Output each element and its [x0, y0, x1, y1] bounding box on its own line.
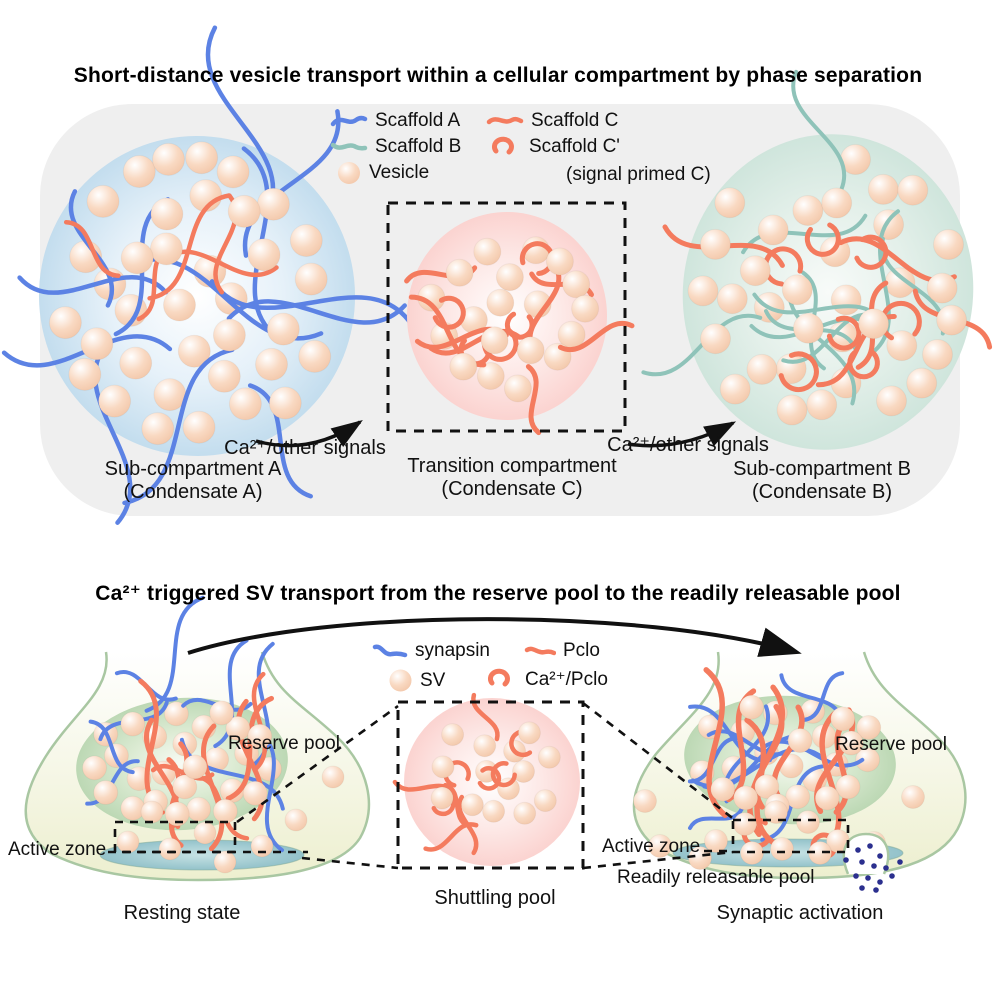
synapsin-icon	[372, 644, 408, 658]
compartment-b-sublabel: (Condensate B)	[751, 481, 893, 503]
legend-scaffold-c-prime: Scaffold C'	[486, 134, 620, 160]
neurotransmitter-dot	[877, 853, 883, 859]
resting-state-label: Resting state	[123, 902, 241, 924]
readily-releasable-pool-label: Readily releasable pool	[617, 867, 815, 888]
legend-scaffold-b-label: Scaffold B	[375, 136, 462, 157]
neurotransmitter-dot	[897, 859, 903, 865]
scaffold-b-icon	[330, 142, 368, 151]
signal-label-left: Ca²⁺/other signals	[224, 437, 386, 459]
shuttling-box	[396, 700, 585, 870]
neurotransmitter-dot	[867, 843, 873, 849]
compartment-a-sublabel: (Condensate A)	[123, 481, 263, 503]
compartment-c-label: Transition compartment	[407, 455, 617, 477]
rrp-box	[731, 818, 850, 854]
synaptic-activation-label: Synaptic activation	[716, 902, 884, 924]
legend-vesicle-label: Vesicle	[369, 162, 430, 183]
legend-scaffold-c-prime-label: Scaffold C'	[529, 136, 620, 157]
legend-pclo: Pclo	[524, 640, 600, 662]
transition-compartment	[404, 212, 635, 436]
legend-synapsin-label: synapsin	[415, 640, 490, 661]
compartment-a-label: Sub-compartment A	[104, 458, 282, 480]
legend-scaffold-a-label: Scaffold A	[375, 110, 461, 131]
reserve-pool-left-label: Reserve pool	[228, 733, 340, 754]
signal-arrow-right	[627, 421, 737, 448]
panel2-title: Ca²⁺ triggered SV transport from the res…	[95, 582, 901, 605]
transition-box	[386, 201, 627, 433]
legend-ca-pclo-label: Ca²⁺/Pclo	[525, 668, 608, 690]
signal-arrow-left	[255, 420, 363, 448]
active-zone-left-label: Active zone	[8, 839, 107, 860]
neurotransmitter-dot	[883, 865, 889, 871]
condensate-b	[641, 69, 993, 450]
compartment-b-label: Sub-compartment B	[733, 458, 911, 480]
legend-scaffold-c-prime-note: (signal primed C)	[566, 164, 711, 185]
legend-scaffold-c-label: Scaffold C	[531, 110, 619, 131]
dashed-links	[108, 201, 850, 870]
scaffold-c-prime-icon	[491, 136, 514, 155]
transport-arrow	[187, 617, 802, 657]
legend-vesicle: Vesicle	[336, 160, 429, 186]
neurotransmitter-dot	[865, 875, 871, 881]
legend-ca-pclo: Ca²⁺/Pclo	[482, 666, 608, 692]
shuttling-pool	[392, 692, 580, 866]
pclo-icon	[524, 646, 556, 656]
legend-pclo-label: Pclo	[563, 640, 600, 661]
legend-scaffold-b: Scaffold B	[330, 136, 461, 158]
condensate-a	[1, 25, 414, 525]
signal-label-right: Ca²⁺/other signals	[607, 434, 769, 456]
neurotransmitter-dot	[877, 879, 883, 885]
neurotransmitter-dot	[873, 887, 879, 893]
panel1-title: Short-distance vesicle transport within …	[73, 64, 923, 87]
synapse-resting	[24, 595, 371, 882]
arrows	[187, 420, 802, 657]
legend-sv: SV	[388, 668, 445, 693]
legend-sv-label: SV	[420, 669, 446, 691]
neurotransmitter-dot	[889, 873, 895, 879]
legend-scaffold-c: Scaffold C	[486, 110, 618, 132]
scaffold-c-icon	[486, 116, 524, 125]
neurotransmitter-dot	[855, 847, 861, 853]
neurotransmitter-dot	[859, 859, 865, 865]
scaffold-a-icon	[330, 115, 368, 127]
neurotransmitter-dot	[853, 873, 859, 879]
active-zone-right-label: Active zone	[602, 836, 701, 857]
neurotransmitter-dot	[859, 885, 865, 891]
shuttling-pool-label: Shuttling pool	[434, 887, 556, 909]
sv-icon	[389, 669, 412, 692]
legend-synapsin: synapsin	[372, 640, 490, 662]
neurotransmitter-dot	[843, 857, 849, 863]
vesicle-icon	[338, 162, 360, 184]
synapse-activated	[632, 651, 967, 893]
compartment-c-sublabel: (Condensate C)	[441, 478, 583, 500]
reserve-pool-right-label: Reserve pool	[835, 734, 947, 755]
neurotransmitter-dot	[871, 863, 877, 869]
legend-scaffold-a: Scaffold A	[330, 110, 460, 132]
ca-pclo-icon	[487, 668, 510, 687]
fusion-pore	[842, 832, 890, 875]
